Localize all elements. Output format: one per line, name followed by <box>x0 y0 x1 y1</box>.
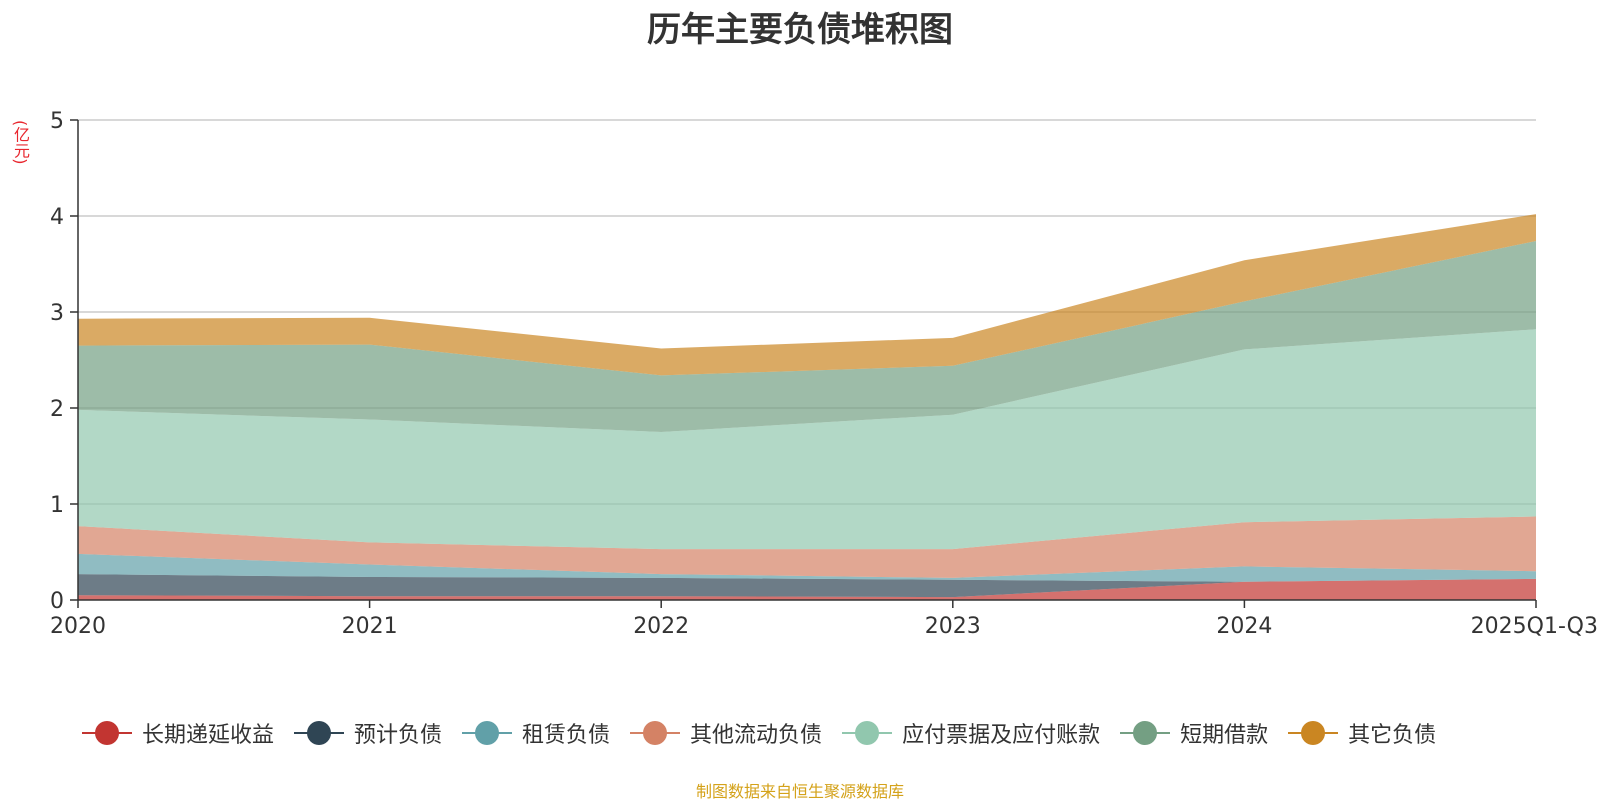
area-series-5 <box>78 241 1536 432</box>
x-tick-label: 2021 <box>342 614 398 639</box>
legend-label: 预计负债 <box>354 723 443 748</box>
legend-item[interactable]: 长期递延收益 <box>82 717 274 749</box>
legend-item[interactable]: 应付票据及应付账款 <box>842 717 1100 749</box>
legend-marker-icon <box>630 721 681 745</box>
legend-item[interactable]: 其它负债 <box>1288 717 1436 749</box>
x-tick-label: 2024 <box>1216 614 1272 639</box>
area-series-2 <box>78 553 1536 582</box>
y-tick-label: 1 <box>50 493 64 518</box>
legend-marker-icon <box>1120 721 1171 745</box>
chart-title: 历年主要负债堆积图 <box>647 10 953 50</box>
source-note: 制图数据来自恒生聚源数据库 <box>695 782 904 801</box>
legend-marker-icon <box>82 721 132 745</box>
legend-item[interactable]: 预计负债 <box>294 717 442 749</box>
legend-item[interactable]: 短期借款 <box>1120 717 1268 749</box>
legend-label: 短期借款 <box>1180 723 1269 748</box>
legend-marker-icon <box>462 721 513 745</box>
legend-label: 其他流动负债 <box>690 723 823 748</box>
legend-label: 长期递延收益 <box>142 723 275 748</box>
chart-legend: 长期递延收益 预计负债 租赁负债 其他流动负债 应付票据及应付账款 短期借款 其它负债 <box>82 713 1540 753</box>
legend-marker-icon <box>1288 721 1339 745</box>
x-tick-label: 2023 <box>925 614 981 639</box>
legend-item[interactable]: 租赁负债 <box>462 717 610 749</box>
y-tick-label: 3 <box>50 301 64 326</box>
legend-label: 应付票据及应付账款 <box>902 723 1101 748</box>
legend-marker-icon <box>842 721 893 745</box>
legend-label: 其它负债 <box>1348 723 1437 748</box>
legend-item[interactable]: 其他流动负债 <box>630 717 822 749</box>
area-series-0 <box>78 578 1536 600</box>
area-series-6 <box>78 214 1536 376</box>
x-tick-label: 2025Q1-Q3 <box>1471 614 1598 639</box>
x-tick-label: 2022 <box>633 614 689 639</box>
y-tick-label: 4 <box>50 205 64 230</box>
legend-marker-icon <box>294 721 345 745</box>
y-axis-unit-label: (亿元) <box>11 120 30 165</box>
area-series-4 <box>78 329 1536 550</box>
area-series-3 <box>78 516 1536 578</box>
x-tick-label: 2020 <box>50 614 106 639</box>
y-tick-label: 5 <box>50 109 64 134</box>
area-series-1 <box>78 574 1536 598</box>
legend-label: 租赁负债 <box>522 723 611 748</box>
y-tick-label: 0 <box>50 589 64 614</box>
y-tick-label: 2 <box>50 397 64 422</box>
